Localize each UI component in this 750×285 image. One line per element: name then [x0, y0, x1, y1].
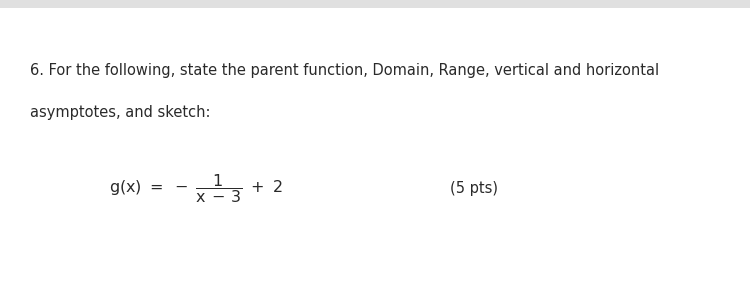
Text: 6. For the following, state the parent function, Domain, Range, vertical and hor: 6. For the following, state the parent f…: [30, 63, 659, 78]
Text: (5 pts): (5 pts): [450, 181, 498, 196]
Text: $\mathregular{g(x)\ =\ -\ \dfrac{1}{x\,-\,3}\ +\ 2}$: $\mathregular{g(x)\ =\ -\ \dfrac{1}{x\,-…: [109, 172, 283, 205]
Text: asymptotes, and sketch:: asymptotes, and sketch:: [30, 105, 211, 121]
Bar: [0, 0, 750, 8]
